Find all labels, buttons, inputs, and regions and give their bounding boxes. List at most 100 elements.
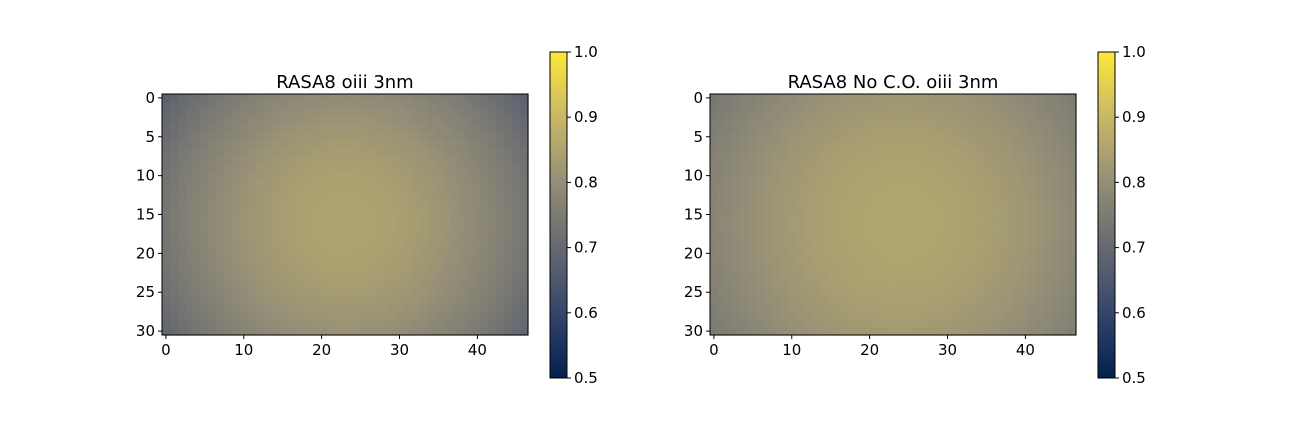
heatmap-cell — [372, 272, 381, 282]
heatmap-cell — [387, 210, 397, 219]
heatmap-cell — [224, 303, 233, 313]
heatmap-cell — [896, 132, 906, 142]
heatmap-cell — [364, 125, 373, 134]
heatmap-cell — [741, 265, 750, 274]
heatmap-cell — [881, 156, 890, 165]
heatmap-cell — [935, 109, 945, 118]
heatmap-cell — [450, 210, 459, 219]
heatmap-cell — [1013, 288, 1023, 297]
heatmap-cell — [896, 94, 906, 103]
heatmap-cell — [920, 94, 929, 103]
heatmap-cell — [982, 187, 991, 196]
heatmap-cell — [200, 319, 210, 328]
heatmap-cell — [826, 202, 836, 212]
heatmap-cell — [489, 156, 498, 165]
heatmap-cell — [177, 179, 186, 188]
colorbar-1 — [549, 51, 568, 379]
heatmap-cell — [481, 288, 490, 297]
heatmap-cell — [811, 233, 820, 243]
heatmap-cell — [748, 140, 758, 150]
heatmap-cell — [255, 265, 264, 274]
heatmap-cell — [857, 327, 867, 336]
heatmap-cell — [1013, 140, 1023, 150]
heatmap-cell — [904, 101, 914, 111]
heatmap-cell — [865, 265, 875, 274]
heatmap-cell — [748, 171, 758, 181]
heatmap-cell — [998, 163, 1007, 173]
heatmap-cell — [473, 296, 482, 305]
heatmap-cell — [717, 311, 727, 321]
heatmap-cell — [990, 132, 999, 142]
heatmap-cell — [426, 303, 436, 313]
heatmap-cell — [857, 148, 867, 157]
heatmap-cell — [278, 265, 288, 274]
heatmap-cell — [364, 288, 373, 297]
heatmap-cell — [787, 327, 797, 336]
heatmap-cell — [317, 140, 327, 150]
heatmap-cell — [426, 272, 436, 282]
heatmap-cell — [920, 179, 929, 188]
heatmap-cell — [481, 249, 490, 258]
heatmap-cell — [450, 202, 459, 212]
heatmap-cell — [317, 233, 327, 243]
heatmap-cell — [819, 249, 828, 258]
heatmap-cell — [889, 117, 898, 126]
heatmap-cell — [450, 311, 459, 321]
heatmap-cell — [263, 202, 272, 212]
heatmap-cell — [1037, 202, 1046, 212]
heatmap-cell — [278, 202, 288, 212]
heatmap-cell — [286, 311, 295, 321]
heatmap-cell — [764, 319, 773, 328]
heatmap-cell — [1021, 265, 1030, 274]
heatmap-cell — [520, 249, 529, 258]
heatmap-cell — [857, 94, 867, 103]
heatmap-cell — [1037, 171, 1046, 181]
heatmap-cell — [764, 132, 773, 142]
heatmap-cell — [1029, 233, 1038, 243]
heatmap-cell — [1052, 171, 1062, 181]
heatmap-cell — [865, 202, 875, 212]
heatmap-cell — [896, 202, 906, 212]
heatmap-cell — [387, 94, 397, 103]
heatmap-cell — [403, 117, 412, 126]
heatmap-cell — [928, 226, 937, 235]
heatmap-cell — [842, 311, 851, 321]
heatmap-cell — [928, 125, 937, 134]
heatmap-cell — [959, 187, 968, 196]
heatmap-cell — [239, 319, 249, 328]
heatmap-cell — [1037, 296, 1046, 305]
heatmap-cell — [1029, 272, 1038, 282]
heatmap-cell — [1044, 296, 1054, 305]
heatmap-cell — [162, 241, 171, 251]
heatmap-cell — [395, 171, 405, 181]
heatmap-cell — [756, 125, 766, 134]
heatmap-cell — [442, 272, 451, 282]
heatmap-cell — [982, 280, 991, 289]
heatmap-cell — [896, 241, 906, 251]
heatmap-cell — [928, 241, 937, 251]
heatmap-cell — [504, 202, 514, 212]
heatmap-cell — [426, 327, 436, 336]
heatmap-cell — [819, 94, 828, 103]
heatmap-cell — [780, 319, 789, 328]
heatmap-cell — [520, 265, 529, 274]
heatmap-cell — [247, 171, 257, 181]
heatmap-cell — [865, 109, 875, 118]
heatmap-cell — [1037, 195, 1046, 204]
heatmap-cell — [787, 94, 797, 103]
heatmap-cell — [426, 117, 436, 126]
heatmap-cell — [966, 117, 976, 126]
heatmap-cell — [348, 195, 358, 204]
heatmap-cell — [208, 226, 218, 235]
heatmap-cell — [1060, 163, 1069, 173]
heatmap-cell — [819, 218, 828, 227]
heatmap-cell — [325, 272, 334, 282]
heatmap-cell — [263, 241, 272, 251]
heatmap-cell — [857, 296, 867, 305]
heatmap-cell — [512, 125, 521, 134]
heatmap-cell — [208, 156, 218, 165]
heatmap-cell — [247, 257, 257, 266]
heatmap-cell — [309, 117, 319, 126]
heatmap-cell — [317, 311, 327, 321]
heatmap-cell — [935, 163, 945, 173]
